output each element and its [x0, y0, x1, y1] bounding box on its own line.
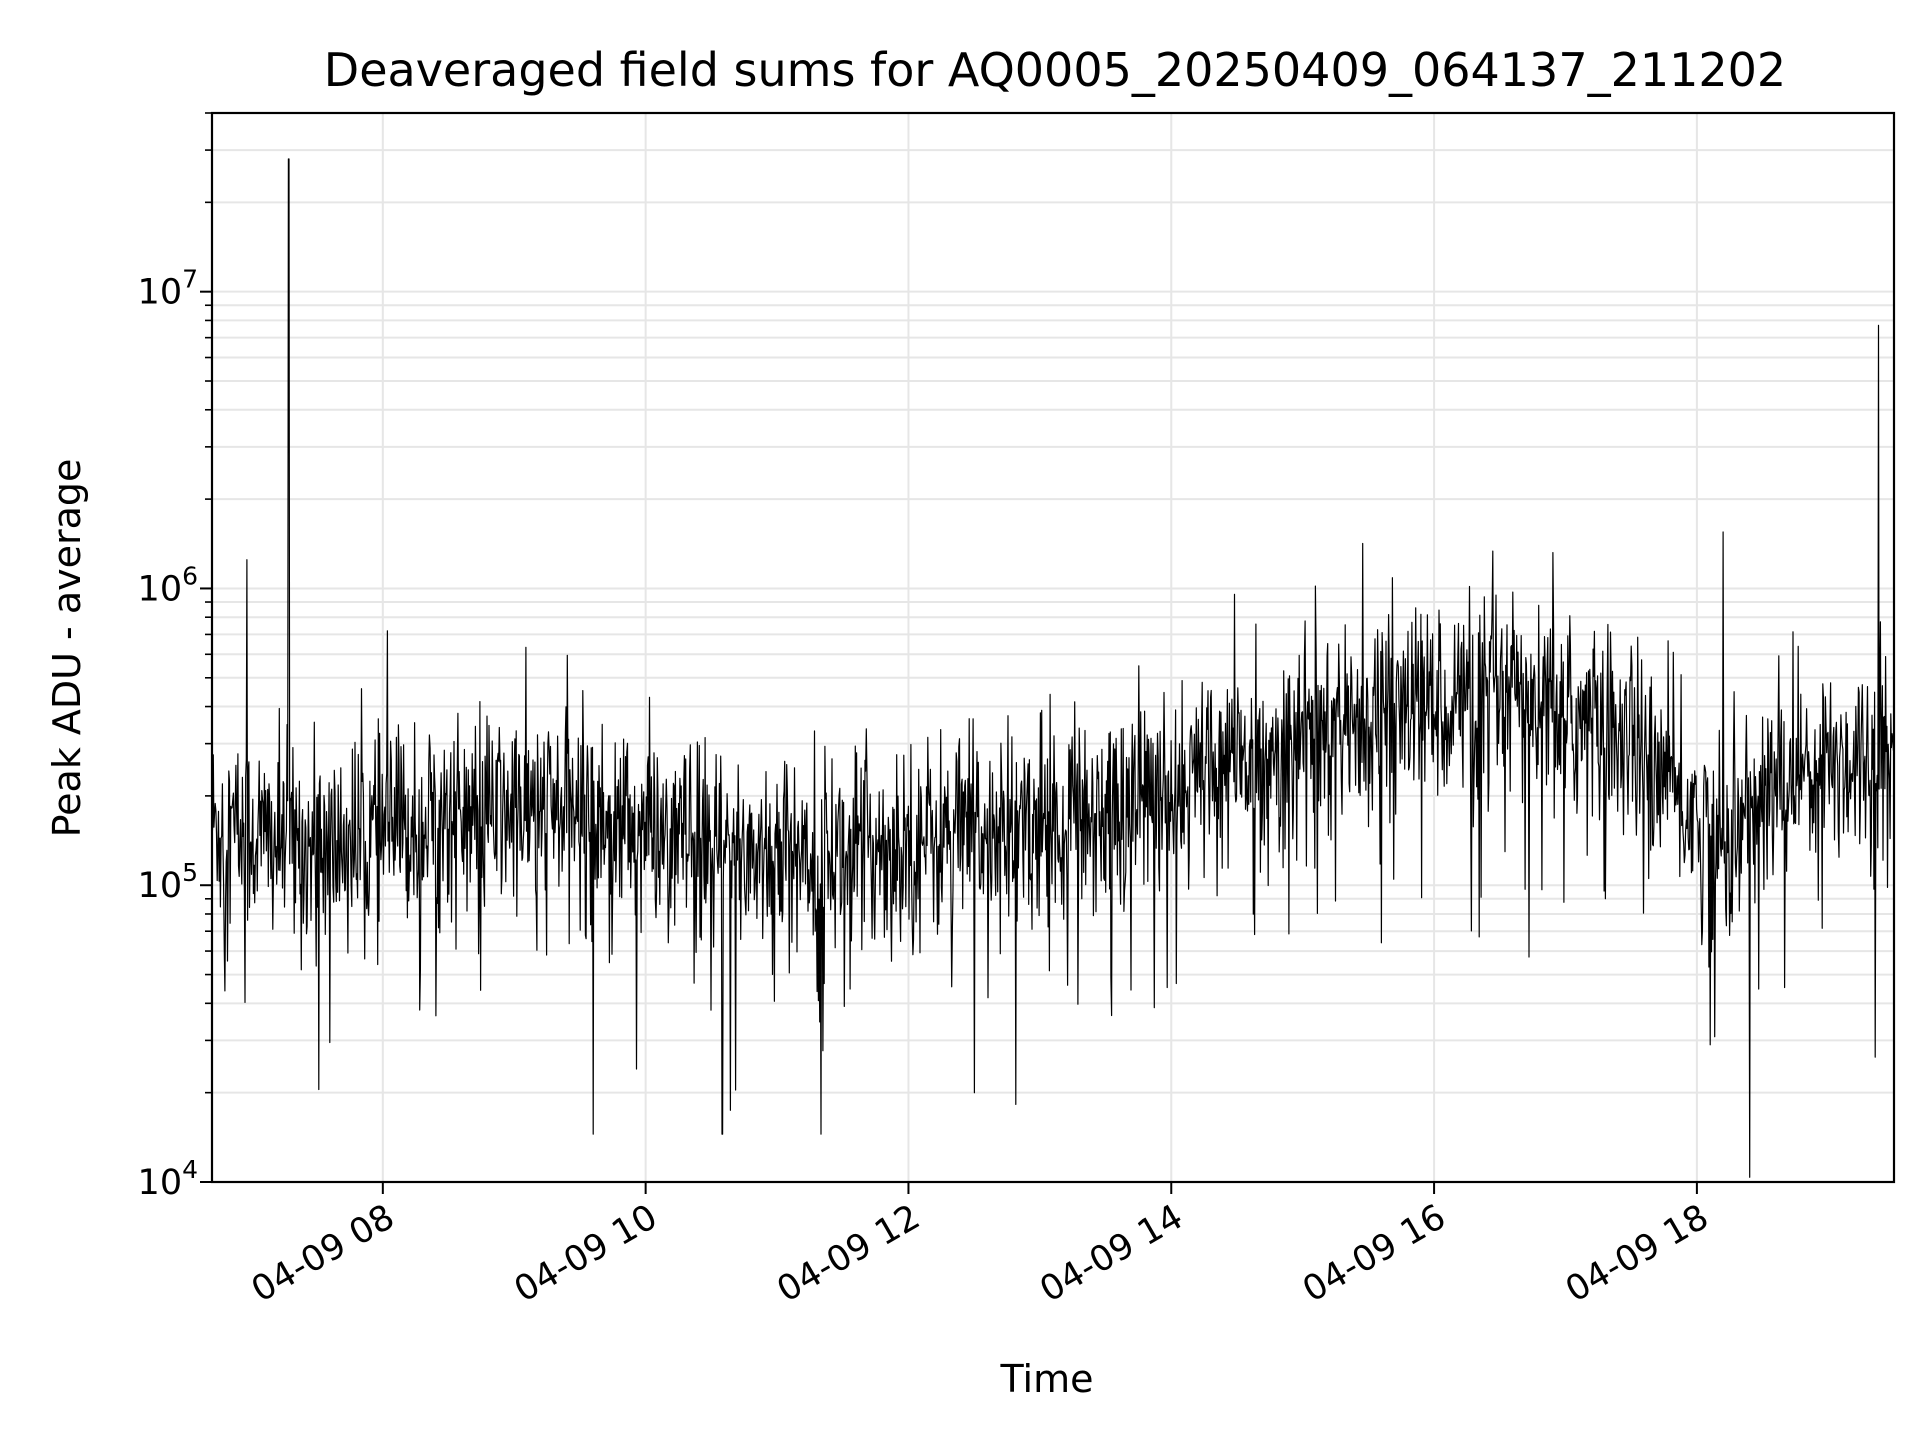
- y-axis-label: Peak ADU - average: [45, 459, 89, 838]
- y-tick-label: 107: [138, 265, 198, 313]
- y-tick-label: 105: [138, 858, 198, 906]
- x-axis-label: Time: [1000, 1357, 1094, 1401]
- y-tick-label: 106: [138, 561, 198, 609]
- y-axis: 104 105 106 107: [138, 112, 212, 1203]
- plot-frame: [210, 111, 1896, 1184]
- data-series-path: [211, 158, 1895, 1178]
- y-tick-label: 104: [138, 1155, 198, 1203]
- series-line: [211, 158, 1895, 1178]
- chart-title: Deaveraged field sums for AQ0005_2025040…: [324, 43, 1786, 97]
